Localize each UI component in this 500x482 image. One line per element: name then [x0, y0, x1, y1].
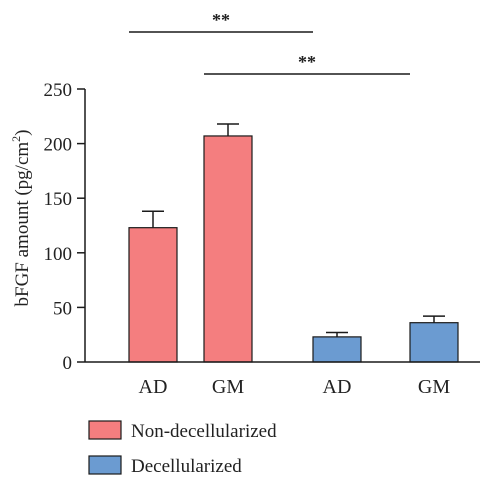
- legend-label-1: Non-decellularized: [131, 421, 277, 442]
- x-tick-label-non-decellularizedad: AD: [139, 376, 168, 398]
- y-axis: 0 50 100 150 200 250: [44, 80, 86, 374]
- legend-swatch-2: [88, 455, 122, 475]
- x-tick-label-non-decellularizedgm: GM: [212, 376, 244, 398]
- bar-non-decellularizedgm: [203, 135, 253, 363]
- legend-swatch-1: [88, 420, 122, 440]
- x-axis: AD GM AD GM: [85, 361, 480, 398]
- bar-non-decellularizedad: [128, 227, 178, 363]
- y-tick-label-250: 250: [44, 80, 73, 101]
- significance-label-1: **: [212, 10, 230, 30]
- y-tick-label-200: 200: [44, 135, 73, 156]
- significance-brackets: ** **: [129, 10, 410, 75]
- y-axis-title: bFGF amount (pg/cm2): [9, 130, 33, 307]
- bar-decellularizedgm: [409, 322, 459, 363]
- x-tick-label-decellularizedgm: GM: [418, 376, 450, 398]
- x-tick-label-decellularizedad: AD: [323, 376, 352, 398]
- legend: Non-decellularized Decellularized: [88, 420, 277, 477]
- y-tick-label-100: 100: [44, 244, 73, 265]
- significance-label-2: **: [298, 52, 316, 72]
- bars: [128, 123, 459, 363]
- y-tick-label-150: 150: [44, 189, 73, 210]
- y-tick-label-0: 0: [63, 353, 73, 374]
- bar-decellularizedad: [312, 336, 362, 363]
- legend-label-2: Decellularized: [131, 456, 242, 477]
- y-tick-label-50: 50: [53, 298, 72, 319]
